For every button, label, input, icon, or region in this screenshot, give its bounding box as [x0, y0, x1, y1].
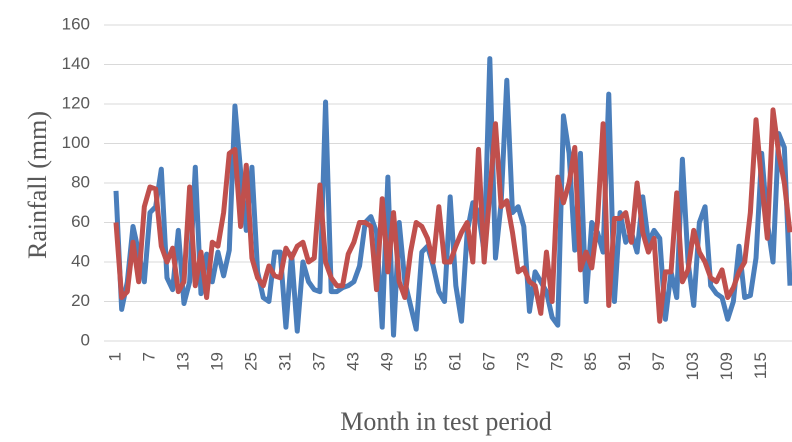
y-tick-label: 120	[62, 93, 90, 112]
x-tick-label: 103	[683, 352, 702, 380]
x-tick-label: 85	[581, 352, 600, 371]
x-tick-label: 67	[479, 352, 498, 371]
x-tick-label: 115	[751, 352, 770, 379]
y-tick-label: 100	[62, 133, 90, 152]
x-tick-label: 13	[173, 352, 192, 371]
y-tick-label: 160	[62, 14, 90, 33]
x-tick-label: 91	[615, 352, 634, 371]
series-line	[113, 56, 792, 338]
y-tick-label: 0	[81, 330, 90, 349]
x-tick-label: 43	[343, 352, 362, 371]
y-tick-label: 20	[71, 291, 90, 310]
x-tick-label: 79	[547, 352, 566, 371]
x-tick-label: 37	[309, 352, 328, 371]
x-tick-label: 25	[241, 352, 260, 371]
x-tick-label: 109	[717, 352, 736, 380]
x-tick-label: 73	[513, 352, 532, 371]
x-tick-label: 19	[207, 352, 226, 371]
y-axis-title: Rainfall (mm)	[23, 111, 52, 259]
series-line	[113, 107, 792, 324]
x-axis-title: Month in test period	[340, 407, 552, 436]
y-tick-label: 80	[71, 172, 90, 191]
y-tick-label: 60	[71, 212, 90, 231]
x-tick-label: 97	[649, 352, 668, 371]
y-tick-label: 140	[62, 54, 90, 73]
x-tick-label: 55	[411, 352, 430, 371]
x-tick-label: 31	[275, 352, 294, 371]
x-tick-label: 49	[377, 352, 396, 371]
x-tick-label: 7	[139, 352, 158, 361]
x-tick-label: 1	[105, 352, 124, 361]
x-tick-label: 61	[445, 352, 464, 371]
y-tick-label: 40	[71, 251, 90, 270]
